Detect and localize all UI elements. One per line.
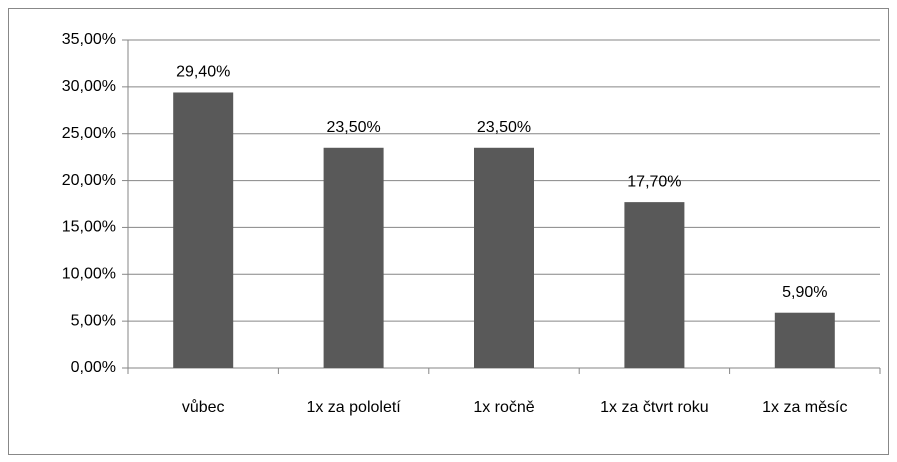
x-tick-label: 1x ročně xyxy=(473,399,535,416)
data-label: 29,40% xyxy=(176,64,230,81)
bar xyxy=(173,92,234,368)
bar xyxy=(624,202,685,368)
x-tick-label-box: 1x ročně xyxy=(473,399,535,416)
y-tick-label: 35,00% xyxy=(62,31,116,48)
data-label: 23,50% xyxy=(477,119,531,136)
y-tick-label: 5,00% xyxy=(71,312,116,329)
bar xyxy=(774,312,835,368)
bar xyxy=(323,147,384,368)
data-label: 17,70% xyxy=(627,173,681,190)
x-tick-label-box: vůbec xyxy=(181,399,225,416)
x-tick-label-box: 1x za měsíc xyxy=(762,399,848,416)
y-tick-label: 0,00% xyxy=(71,359,116,376)
y-tick-label: 10,00% xyxy=(62,266,116,283)
y-tick-label: 20,00% xyxy=(62,172,116,189)
x-tick-label-box: 1x za pololetí xyxy=(306,399,401,416)
x-tick-label: vůbec xyxy=(181,399,225,416)
bar xyxy=(474,147,534,368)
y-tick-label: 25,00% xyxy=(62,125,116,142)
y-tick-label: 15,00% xyxy=(62,219,116,236)
x-tick-label: 1x za pololetí xyxy=(306,399,401,416)
x-tick-label-box: 1x za čtvrt roku xyxy=(600,399,709,416)
data-label: 5,90% xyxy=(782,284,827,301)
y-tick-label: 30,00% xyxy=(62,78,116,95)
data-label: 23,50% xyxy=(326,119,380,136)
chart-frame xyxy=(8,8,889,455)
x-tick-label: 1x za měsíc xyxy=(762,399,848,416)
x-tick-label: 1x za čtvrt roku xyxy=(600,399,709,416)
